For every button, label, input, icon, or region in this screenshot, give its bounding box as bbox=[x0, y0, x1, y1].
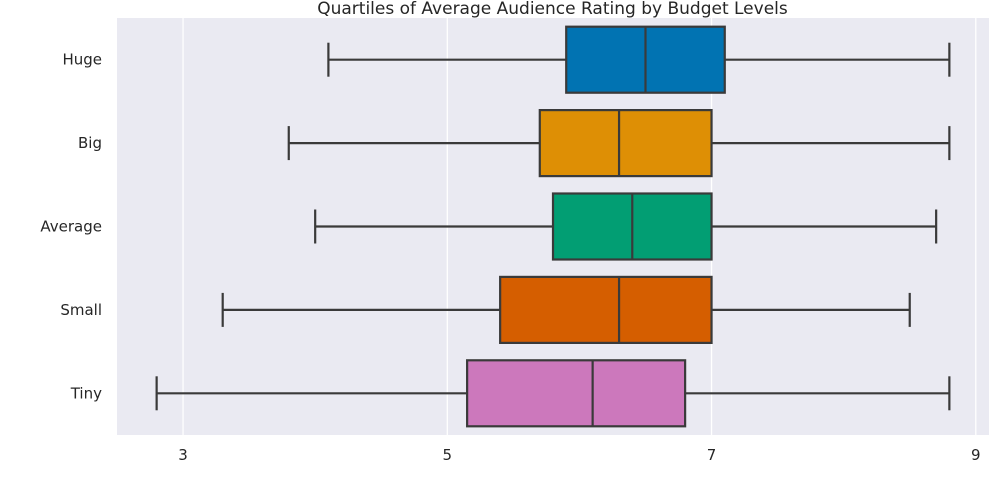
box-average bbox=[314, 192, 938, 261]
box-small bbox=[221, 275, 911, 344]
x-tick-label: 5 bbox=[443, 446, 453, 464]
x-tick-label: 3 bbox=[178, 446, 188, 464]
iqr-box bbox=[466, 359, 687, 428]
category-label: Average bbox=[40, 218, 102, 236]
category-label: Huge bbox=[62, 51, 102, 69]
box-big bbox=[287, 108, 951, 178]
iqr-box bbox=[538, 108, 713, 178]
box-huge bbox=[327, 25, 951, 94]
iqr-box bbox=[499, 275, 713, 344]
x-tick-labels: 3 5 7 9 bbox=[178, 446, 980, 464]
category-labels: Huge Big Average Small Tiny bbox=[40, 51, 102, 403]
box-tiny bbox=[155, 359, 951, 428]
category-label: Tiny bbox=[70, 384, 102, 402]
x-tick-label: 7 bbox=[707, 446, 717, 464]
boxes bbox=[155, 25, 951, 428]
category-label: Big bbox=[78, 134, 102, 152]
x-tick-label: 9 bbox=[971, 446, 981, 464]
chart-title: Quartiles of Average Audience Rating by … bbox=[317, 0, 788, 19]
category-label: Small bbox=[60, 301, 102, 319]
